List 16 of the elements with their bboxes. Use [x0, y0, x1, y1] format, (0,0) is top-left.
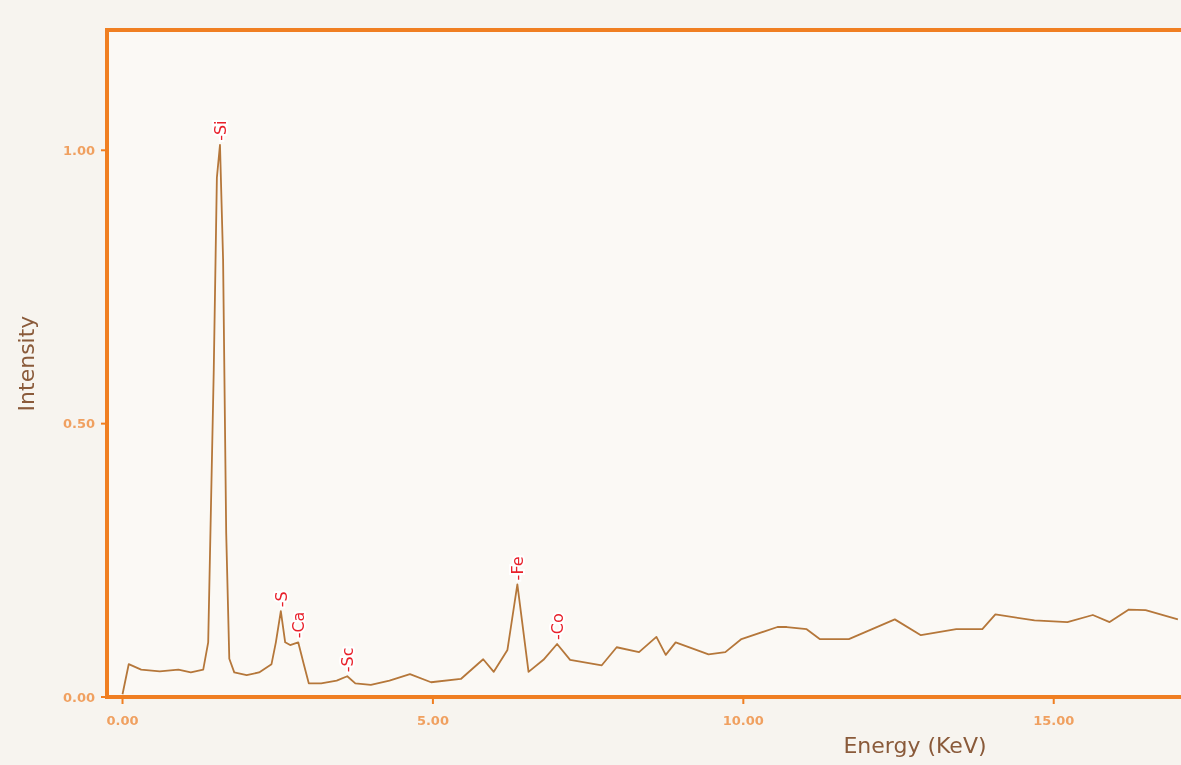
line-series [121, 143, 1179, 696]
x-tick-label: 0.00 [106, 713, 139, 728]
x-axis-title: Energy (KeV) [843, 733, 987, 758]
x-tick-label: 5.00 [416, 713, 449, 728]
annotation: -Sc [338, 647, 358, 673]
x-tick-label: 15.00 [1033, 713, 1075, 728]
y-tick-label: 1.00 [62, 142, 95, 158]
annotation: -Fe [508, 556, 528, 581]
annotation: -Si [210, 120, 230, 141]
y-axis-title: Intensity [14, 315, 39, 412]
annotation: -S [271, 591, 291, 608]
y-tick-label: 0.00 [62, 689, 95, 705]
annotation: -Ca [289, 611, 309, 639]
y-tick-label: 0.50 [62, 416, 95, 432]
x-tick-label: 10.00 [722, 713, 764, 728]
annotation: -Co [548, 613, 568, 640]
